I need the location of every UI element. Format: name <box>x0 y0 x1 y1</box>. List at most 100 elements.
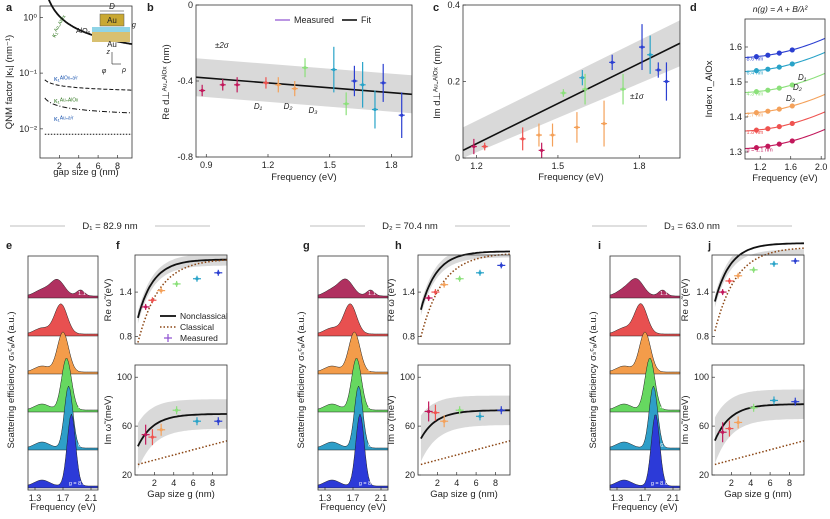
y-tick-label: 1.6 <box>729 42 742 52</box>
inset-au-block <box>99 13 125 27</box>
curve-au-alox-2 <box>44 97 132 114</box>
index-point <box>776 141 782 147</box>
x-tick-label: 6 <box>768 478 773 488</box>
im-nonclassical-curve <box>714 403 804 441</box>
x-tick-label: 1.5 <box>323 160 336 170</box>
y-tick-label: 10⁻¹ <box>19 68 37 78</box>
im-ylabel: Im ω̃ (meV) <box>680 395 691 444</box>
index-point <box>776 106 782 112</box>
spectrum-0-4 <box>27 385 99 451</box>
panel-d-ylabel: Index n_AlOx <box>704 60 715 117</box>
re-classical-curve <box>137 259 228 343</box>
data-point-7 <box>332 68 336 72</box>
re-frame <box>711 254 805 345</box>
im-nonclassical-curve <box>420 409 510 440</box>
y-tick-label: 0.8 <box>119 332 132 342</box>
y-tick-label: 0 <box>188 0 193 10</box>
spectrum-gap-label: 1.1 nm <box>368 291 385 297</box>
band-label: ±2σ <box>215 41 230 50</box>
spectrum-2-4 <box>609 385 681 451</box>
x-tick-label: 4 <box>76 161 81 171</box>
spectrum-2-1 <box>609 303 681 337</box>
im-band <box>714 389 804 464</box>
fit-band <box>463 20 680 158</box>
im-measured-5 <box>499 408 503 412</box>
re-measured-2 <box>442 283 446 287</box>
panel-letter-a: a <box>6 2 13 14</box>
spectrum-2-2 <box>609 331 681 375</box>
data-point-2 <box>235 83 239 87</box>
panel-c-ylabel: Im d⊥ᴬᵘ-ᴬˡᴼˣ (nm) <box>432 45 443 119</box>
fit-line <box>195 76 413 96</box>
x-tick-label: 1.2 <box>470 161 483 171</box>
im-measured-4 <box>478 414 482 418</box>
index-point <box>765 87 771 93</box>
spectrum-gap-label: 6.4 nm <box>660 443 677 449</box>
re-measured-3 <box>752 268 756 272</box>
y-tick-label: 20 <box>122 470 132 480</box>
legend-fit-label: Fit <box>361 15 371 25</box>
spectra-xlabel: Frequency (eV) <box>612 502 677 513</box>
panel-b-xlabel: Frequency (eV) <box>271 172 336 183</box>
inset-alox-layer <box>92 27 130 32</box>
y-tick-label: 10⁻² <box>19 124 37 134</box>
spectrum-0-3 <box>27 358 99 413</box>
index-point <box>789 47 795 53</box>
x-tick-label: 1.8 <box>633 161 646 171</box>
index-point <box>753 54 760 60</box>
im-measured-3 <box>752 406 756 410</box>
spectra-ylabel: Scattering efficiency σₛᶜₐ/A (a.u.) <box>588 311 599 448</box>
data-point-13 <box>640 45 644 49</box>
spectrum-1-4 <box>317 385 389 451</box>
index-point <box>753 127 760 133</box>
spectrum-gap-label: 1.8 nm <box>78 329 95 335</box>
x-tick-label: 1.8 <box>385 160 398 170</box>
spectra-xlabel: Frequency (eV) <box>320 502 385 513</box>
legend-nonclassical: Nonclassical <box>180 311 228 321</box>
y-tick-label: 20 <box>405 470 415 480</box>
im-measured-2 <box>442 419 446 423</box>
y-tick-label: 60 <box>699 421 709 431</box>
spectrum-gap-label: 4.3 nm <box>660 405 677 411</box>
re-measured-4 <box>772 262 776 266</box>
panel-a-xlabel: gap size g (nm) <box>53 167 118 178</box>
im-measured-5 <box>793 400 797 404</box>
spectrum-gap-label: 4.3 nm <box>368 405 385 411</box>
re-measured-5 <box>216 271 220 275</box>
y-tick-label: 0.8 <box>696 332 709 342</box>
y-tick-label: 1.4 <box>729 112 742 122</box>
x-tick-label: 2 <box>435 478 440 488</box>
im-measured-0 <box>144 433 148 437</box>
im-band <box>420 395 510 462</box>
inset-au-sub-label: Au <box>107 40 117 49</box>
re-nonclassical-curve <box>137 258 228 319</box>
im-measured-5 <box>216 419 220 423</box>
index-point <box>765 108 771 114</box>
x-tick-label: 1.5 <box>552 161 565 171</box>
d-annotation-0: D₁ <box>254 102 263 111</box>
panel-letter-d: d <box>690 2 697 14</box>
re-ylabel: Re ω̃ (eV) <box>386 279 397 322</box>
spectrum-gap-label: 4.3 nm <box>78 405 95 411</box>
y-tick-label: 60 <box>405 421 415 431</box>
omega-xlabel: Gap size g (nm) <box>430 489 498 500</box>
im-band <box>137 399 227 470</box>
index-point <box>789 61 795 67</box>
gap-label-4: 6.4 nm <box>747 71 764 77</box>
panel-letter-j: j <box>707 240 711 252</box>
re-measured-1 <box>150 298 155 302</box>
y-tick-label: 0 <box>455 153 460 163</box>
data-point-10 <box>602 121 606 126</box>
y-tick-label: -0.8 <box>177 152 193 162</box>
data-point-14 <box>648 53 652 57</box>
spectrum-gap-label: 1.8 nm <box>660 329 677 335</box>
data-point-9 <box>583 87 587 91</box>
re-measured-0 <box>721 290 725 294</box>
y-tick-label: 60 <box>122 421 132 431</box>
inset-au-substrate <box>92 32 130 42</box>
im-ylabel: Im ω̃ (meV) <box>103 395 114 444</box>
data-point-11 <box>610 60 614 64</box>
panel-a-ylabel: QNM factor |κ₁| (nm⁻¹) <box>4 35 15 129</box>
spectrum-1-2 <box>317 331 389 375</box>
im-measured-3 <box>175 408 179 412</box>
